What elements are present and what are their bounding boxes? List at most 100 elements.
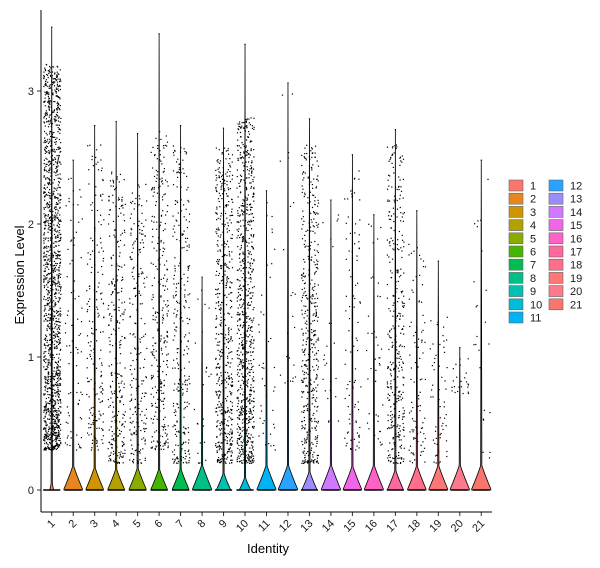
point: [56, 435, 59, 437]
point: [60, 429, 62, 431]
point: [59, 276, 61, 278]
point: [161, 180, 163, 182]
point: [248, 288, 250, 290]
point: [136, 432, 138, 434]
point: [52, 428, 54, 430]
point: [56, 444, 58, 446]
point: [187, 431, 190, 433]
violin-19: [428, 261, 449, 491]
point: [51, 377, 54, 379]
point: [217, 235, 219, 237]
point: [163, 277, 165, 279]
point: [172, 184, 175, 186]
point: [91, 447, 93, 449]
point: [251, 417, 253, 419]
point: [216, 450, 218, 452]
point: [253, 455, 255, 457]
point: [240, 156, 243, 159]
point: [184, 427, 186, 429]
point: [224, 371, 226, 373]
point: [159, 410, 161, 412]
point: [119, 389, 121, 391]
point: [217, 229, 219, 231]
point: [140, 273, 142, 275]
point: [179, 436, 181, 438]
point: [57, 101, 59, 103]
point: [139, 198, 141, 200]
point: [248, 170, 250, 172]
point: [43, 121, 45, 123]
point: [110, 320, 112, 322]
point: [58, 156, 60, 158]
point: [151, 441, 153, 443]
point: [53, 78, 55, 80]
point: [221, 185, 223, 187]
point: [223, 434, 225, 436]
point: [303, 177, 305, 179]
point: [58, 353, 60, 355]
point: [51, 80, 53, 82]
point: [56, 197, 58, 199]
point: [309, 356, 311, 358]
point: [101, 428, 103, 430]
point: [51, 437, 53, 439]
point: [50, 384, 52, 386]
point: [43, 159, 45, 161]
point: [225, 282, 228, 284]
point: [230, 384, 232, 386]
point: [248, 363, 250, 365]
point: [366, 422, 369, 424]
point: [316, 212, 318, 214]
point: [58, 273, 60, 275]
point: [222, 401, 224, 403]
point: [56, 74, 58, 76]
point: [43, 75, 45, 78]
point: [223, 254, 225, 256]
point: [90, 254, 92, 256]
point: [237, 328, 240, 330]
x-tick-label: 11: [256, 518, 273, 535]
point: [228, 434, 231, 436]
point: [227, 204, 229, 206]
point: [157, 398, 159, 400]
point: [44, 308, 46, 311]
point: [48, 439, 50, 441]
point: [51, 312, 53, 314]
point: [187, 427, 189, 429]
point: [90, 237, 92, 239]
point: [221, 333, 223, 335]
point: [348, 250, 350, 252]
point: [155, 169, 157, 172]
point: [223, 383, 225, 385]
point: [248, 360, 250, 362]
point: [58, 220, 60, 222]
point: [301, 411, 303, 413]
point: [154, 319, 156, 321]
point: [59, 359, 62, 361]
point: [143, 335, 145, 337]
point: [217, 446, 219, 448]
point: [50, 249, 52, 251]
point: [242, 346, 244, 348]
point: [132, 420, 134, 423]
point: [54, 335, 56, 337]
point: [109, 457, 111, 460]
point: [52, 289, 54, 291]
point: [118, 327, 120, 329]
point: [50, 149, 52, 151]
point: [155, 137, 157, 139]
point: [164, 442, 166, 444]
point: [248, 325, 250, 327]
point: [43, 298, 45, 300]
point: [54, 241, 56, 243]
point: [108, 455, 110, 457]
point: [253, 234, 255, 236]
point: [129, 333, 131, 335]
point: [58, 200, 60, 202]
point: [90, 433, 93, 435]
point: [95, 367, 98, 369]
point: [217, 250, 219, 252]
point: [47, 85, 49, 87]
point: [216, 212, 218, 214]
